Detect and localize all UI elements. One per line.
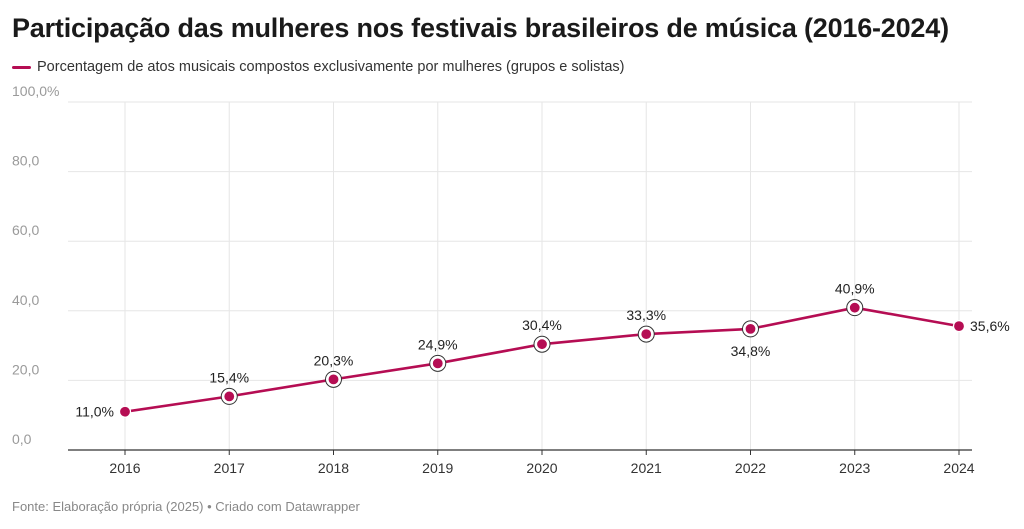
y-tick-label: 60,0 xyxy=(12,222,39,238)
legend: Porcentagem de atos musicais compostos e… xyxy=(12,59,625,75)
data-label-2018: 20,3% xyxy=(314,352,354,368)
x-tick-label-2022: 2022 xyxy=(735,460,766,476)
x-tick-label-2020: 2020 xyxy=(526,460,557,476)
data-label-2023: 40,9% xyxy=(835,281,875,297)
data-point-2020 xyxy=(535,338,549,351)
source-note: Fonte: Elaboração própria (2025) • Criad… xyxy=(12,499,360,514)
data-point-2023 xyxy=(848,301,861,314)
data-point-2018 xyxy=(327,373,340,386)
x-tick-label-2023: 2023 xyxy=(839,460,870,476)
x-tick-label-2016: 2016 xyxy=(109,460,140,476)
data-label-2020: 30,4% xyxy=(522,317,562,333)
chart-title: Participação das mulheres nos festivais … xyxy=(12,13,949,43)
data-point-2019 xyxy=(431,357,444,370)
x-tick-label-2021: 2021 xyxy=(631,460,662,476)
data-label-2019: 24,9% xyxy=(418,336,458,352)
label-layer: 11,0% 15,4% 20,3% 24,9% 30,4% 33,3% 34,8% 40,9%… xyxy=(75,281,1009,420)
data-point-2024 xyxy=(952,320,966,333)
legend-label: Porcentagem de atos musicais compostos e… xyxy=(37,59,625,75)
data-label-2022: 34,8% xyxy=(731,343,771,359)
y-tick-label: 0,0 xyxy=(12,431,32,447)
y-tick-label: 80,0 xyxy=(12,153,39,169)
x-tick-label-2019: 2019 xyxy=(422,460,453,476)
x-tick-label-2024: 2024 xyxy=(943,460,974,476)
grid-layer xyxy=(68,101,972,450)
data-label-2017: 15,4% xyxy=(209,369,249,385)
legend-swatch xyxy=(12,65,31,69)
axis-layer: 0,0 20,0 40,0 60,0 80,0 100,0% 2016 2017 2018 201… xyxy=(12,83,975,476)
data-point-2021 xyxy=(640,328,653,341)
y-tick-label: 40,0 xyxy=(12,292,39,308)
data-label-2021: 33,3% xyxy=(626,307,666,323)
data-label-2024: 35,6% xyxy=(970,318,1010,334)
y-tick-label: 100,0% xyxy=(12,83,59,99)
data-label-2016: 11,0% xyxy=(75,404,114,420)
data-point-2017 xyxy=(223,390,236,403)
x-tick-label-2018: 2018 xyxy=(318,460,349,476)
y-tick-label: 20,0 xyxy=(12,361,39,377)
data-point-2022 xyxy=(744,322,757,335)
series-layer xyxy=(118,299,966,418)
data-point-2016 xyxy=(118,405,132,418)
x-tick-label-2017: 2017 xyxy=(214,460,245,476)
